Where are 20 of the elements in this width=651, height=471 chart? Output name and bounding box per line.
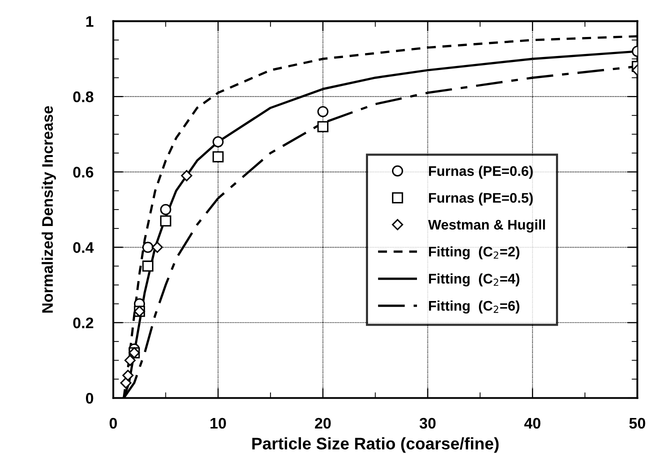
x-tick-label: 30: [420, 418, 436, 429]
x-tick-label: 50: [629, 418, 646, 429]
legend-label: Fitting (C$_{2}$=2): [429, 246, 520, 260]
y-tick-label: 0.8: [73, 91, 94, 102]
x-axis-title: Particle Size Ratio (coarse/fine): [252, 437, 499, 453]
legend-label: Fitting (C$_{2}$=4): [429, 273, 520, 286]
x-tick-label: 40: [524, 418, 540, 429]
legend-label: Furnas (PE=0.5): [429, 192, 533, 206]
y-tick-label: 1: [86, 16, 94, 27]
y-axis-title: Normalized Density Increase: [42, 106, 56, 313]
y-tick-label: 0.6: [73, 166, 94, 178]
legend-label: Furnas (PE=0.6): [429, 166, 533, 179]
x-tick-label: 10: [210, 418, 226, 429]
legend-label: Westman & Hugill: [428, 219, 545, 232]
y-tick-label: 0.4: [73, 242, 94, 253]
y-tick-label: 0.2: [73, 318, 94, 328]
x-tick-label: 20: [314, 418, 331, 429]
legend-label: Fitting (C$_{2}$=6): [429, 300, 520, 314]
x-tick-label: 0: [110, 418, 117, 429]
y-tick-label: 0: [86, 392, 94, 404]
